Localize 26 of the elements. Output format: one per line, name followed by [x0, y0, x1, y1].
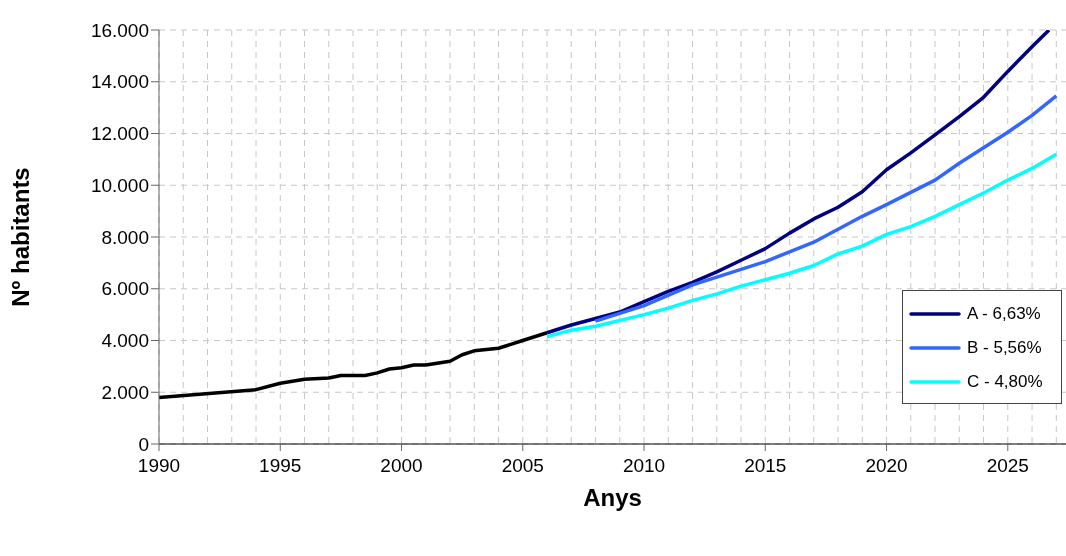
x-tick-label: 2015 — [744, 455, 787, 476]
y-tick-label: 4.000 — [101, 330, 149, 352]
x-tick-label: 2000 — [380, 455, 423, 476]
x-tick-label: 2020 — [865, 455, 908, 476]
legend-label: C - 4,80% — [967, 372, 1043, 392]
line-series — [593, 94, 1059, 323]
y-tick-label: 8.000 — [101, 226, 149, 248]
line-series — [159, 330, 549, 400]
x-tick-label: 1995 — [259, 455, 302, 476]
x-tick-label: 1990 — [137, 455, 181, 476]
y-tick-label: 16.000 — [90, 19, 149, 41]
x-tick-label: 2010 — [622, 455, 666, 476]
x-tick-label: 2025 — [986, 455, 1029, 476]
y-axis-title: Nº habitants — [6, 167, 34, 307]
y-tick-label: 14.000 — [90, 71, 149, 93]
legend-label: A - 6,63% — [967, 304, 1041, 324]
y-tick-label: 12.000 — [90, 123, 149, 145]
x-axis-title: Anys — [583, 484, 642, 511]
y-tick-label: 0 — [138, 433, 149, 455]
y-tick-label: 6.000 — [101, 278, 149, 300]
y-tick-label: 2.000 — [101, 381, 149, 403]
y-tick-label: 10.000 — [90, 174, 149, 196]
line-series — [545, 152, 1059, 339]
line-series — [545, 30, 1051, 335]
x-tick-label: 2005 — [501, 455, 544, 476]
legend-label: B - 5,56% — [967, 338, 1042, 358]
